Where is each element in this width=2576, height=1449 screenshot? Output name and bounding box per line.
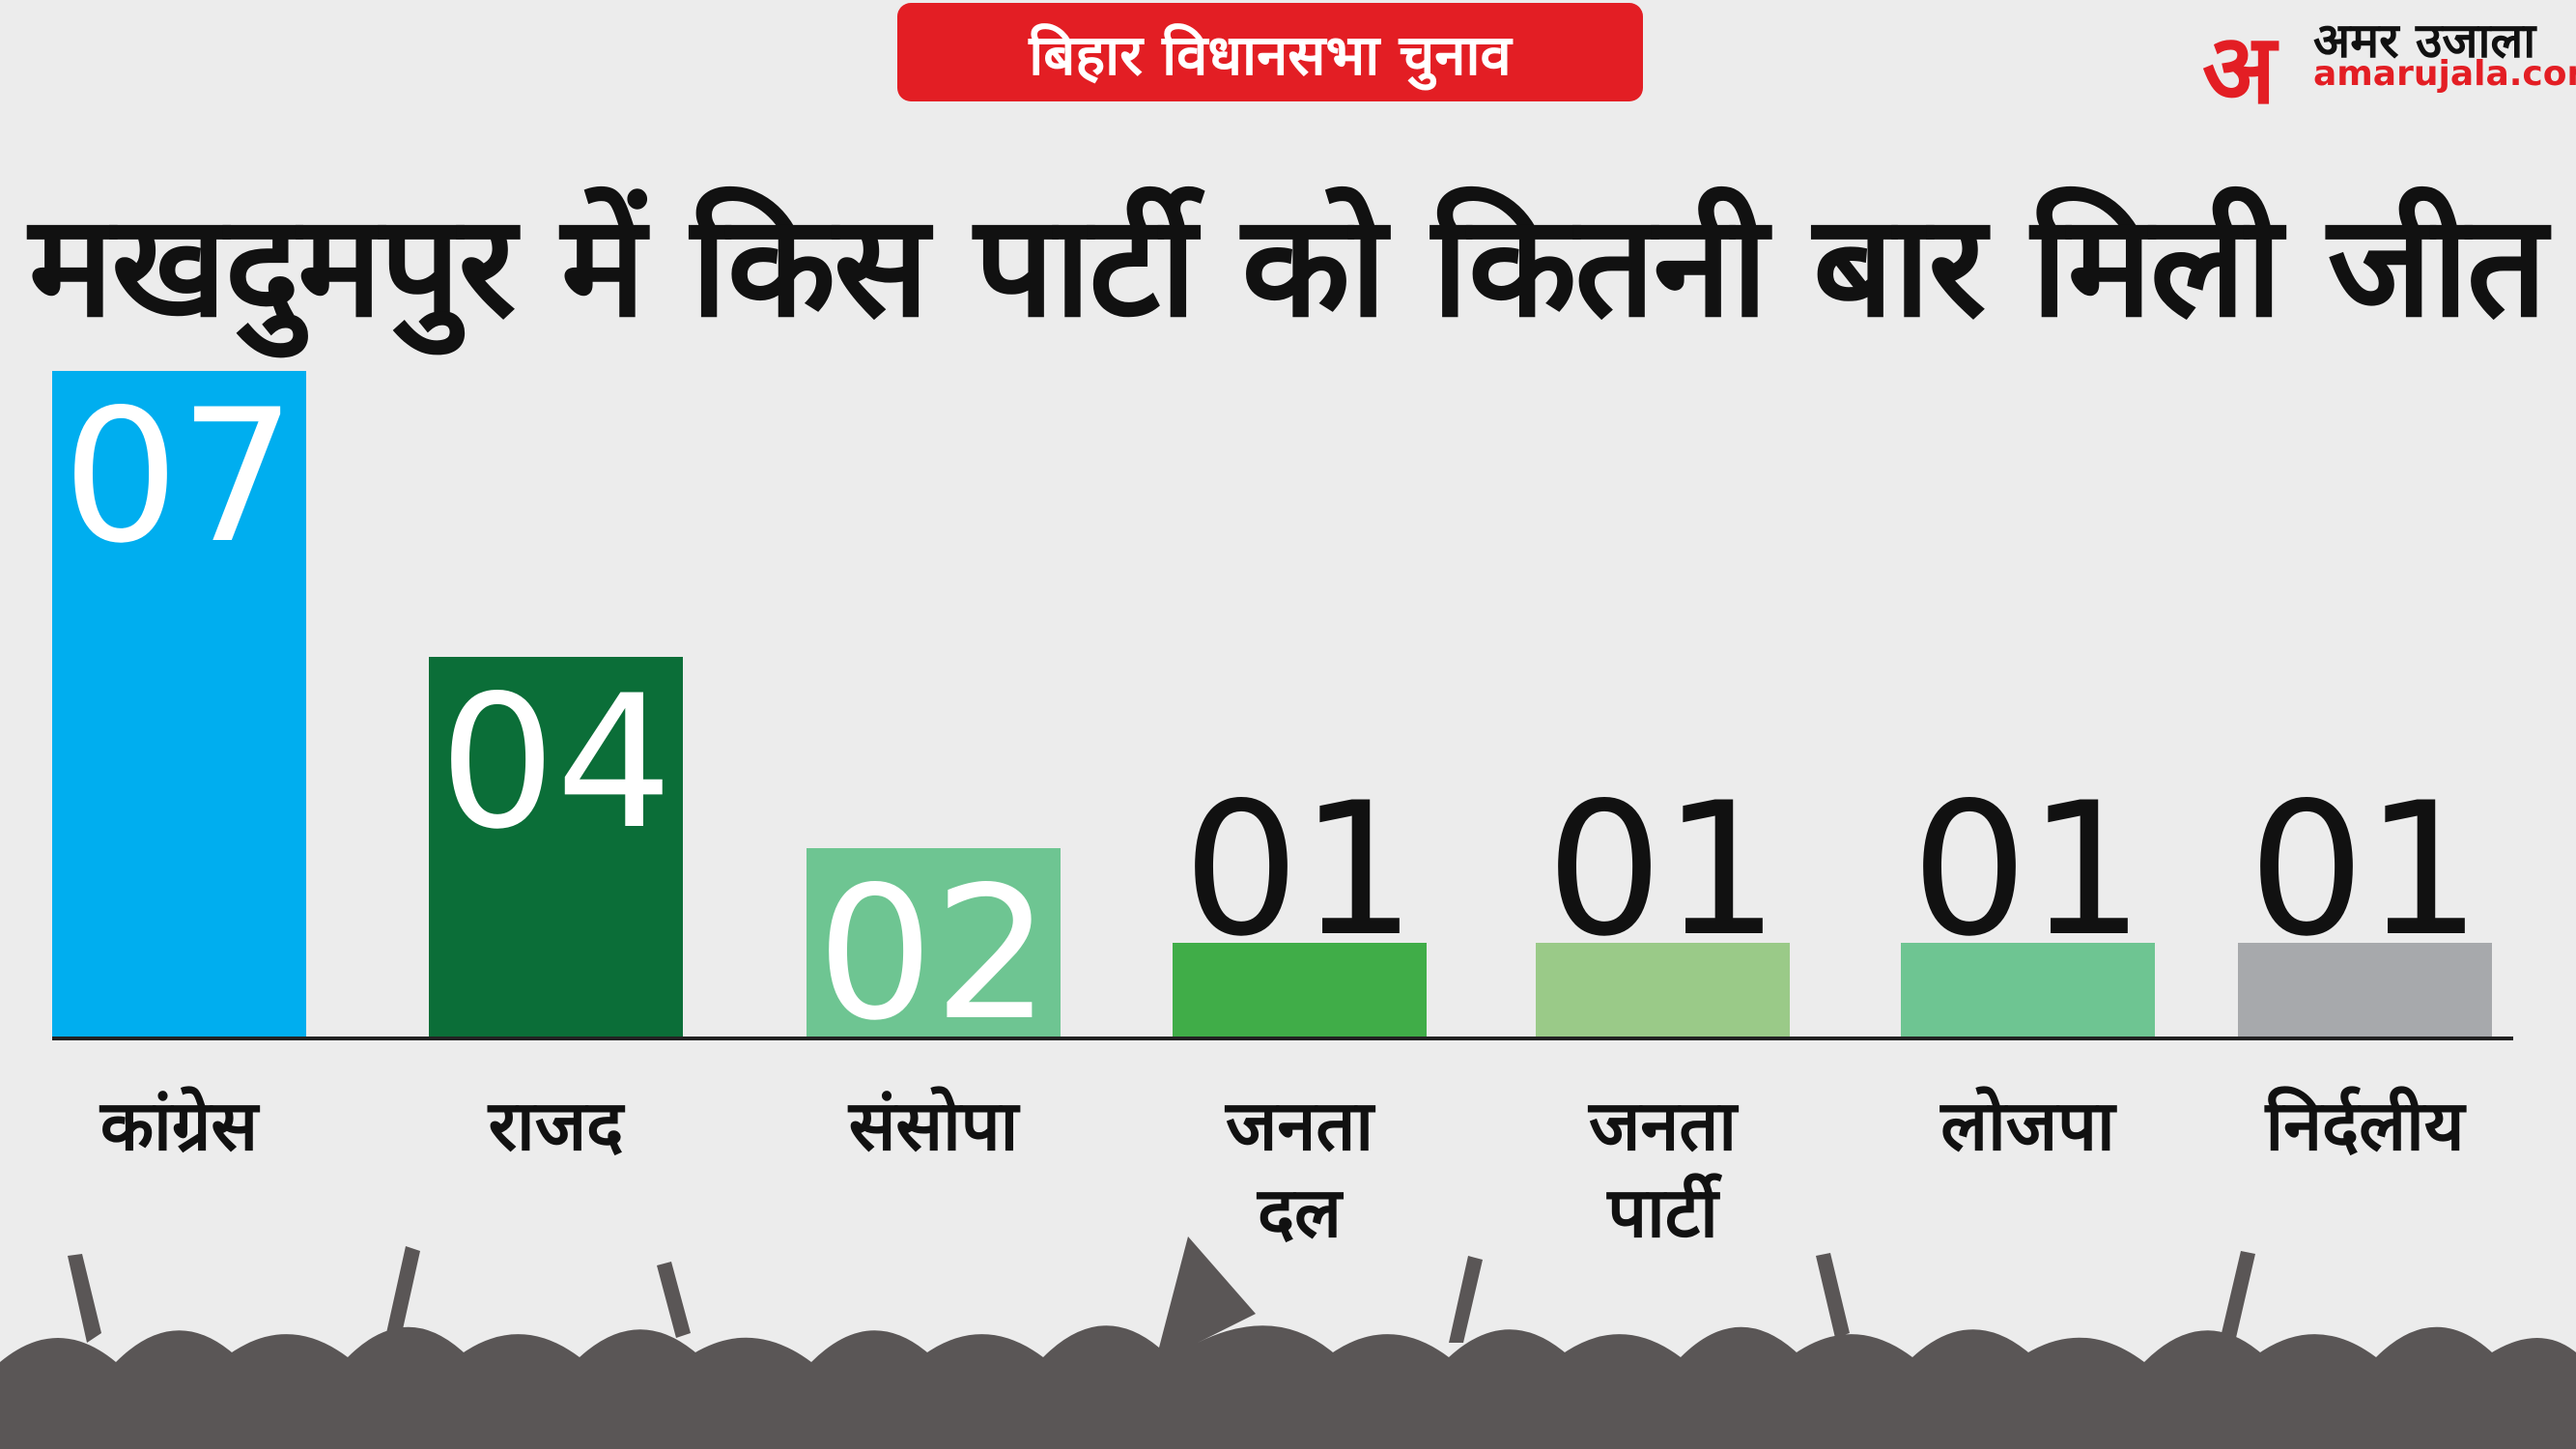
bar xyxy=(52,371,306,1038)
baseline xyxy=(52,1037,2513,1040)
data-label: 04 xyxy=(439,656,673,870)
bar xyxy=(807,847,1061,1038)
x-tick-label: कांग्रेस xyxy=(99,1085,259,1166)
crowd-silhouette xyxy=(0,1236,2576,1449)
data-label: 02 xyxy=(816,846,1051,1061)
banner: बिहार विधानसभा चुनाव xyxy=(897,3,1643,101)
x-tick-label: राजद xyxy=(488,1085,624,1166)
x-tick-label: निर्दलीय xyxy=(2265,1085,2465,1166)
data-label: 01 xyxy=(1182,763,1417,978)
logo-mark: अ xyxy=(2202,13,2277,126)
bar xyxy=(2238,943,2492,1038)
bar xyxy=(1901,943,2155,1038)
bar xyxy=(1173,943,1427,1038)
x-tick-label: लोजपा xyxy=(1940,1085,2115,1166)
logo-site: amarujala.com xyxy=(2313,54,2576,94)
x-tick-label: जनता पार्टी xyxy=(1588,1085,1738,1253)
logo-name: अमर उजाला xyxy=(2313,13,2536,69)
data-label: 01 xyxy=(1911,763,2145,978)
x-tick-label: संसोपा xyxy=(848,1085,1019,1166)
data-label: 07 xyxy=(62,370,297,583)
data-label: 01 xyxy=(2248,763,2482,978)
chart-title: मखदुमपुर में किस पार्टी को कितनी बार मिल… xyxy=(29,185,2547,349)
x-tick-label: जनता दल xyxy=(1225,1085,1374,1253)
data-label: 01 xyxy=(1545,763,1780,978)
bar xyxy=(1536,943,1790,1038)
bar xyxy=(429,657,683,1038)
